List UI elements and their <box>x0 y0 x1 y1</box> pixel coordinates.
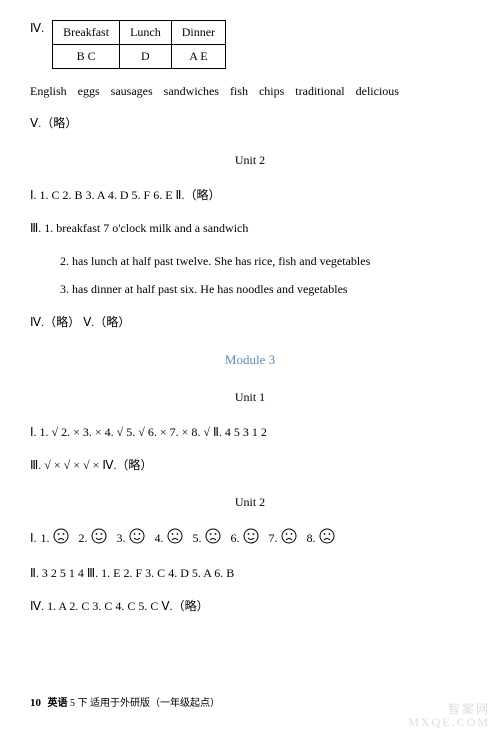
face-number: 7. <box>269 530 278 547</box>
sad-face-icon <box>281 528 297 549</box>
page-footer: 10 英语 5 下 适用于外研版（一年级起点） <box>30 696 220 711</box>
face-number: 3. <box>117 530 126 547</box>
unit1-title: Unit 1 <box>30 389 470 406</box>
cell-dinner: A E <box>171 44 225 68</box>
table-row: Breakfast Lunch Dinner <box>53 21 226 45</box>
footer-note: 5 下 适用于外研版（一年级起点） <box>70 698 220 709</box>
unit2-section-iii-3: 3. has dinner at half past six. He has n… <box>30 281 470 298</box>
face-item: 1. <box>41 528 69 549</box>
sad-face-icon <box>167 528 183 549</box>
m3u1-section-iii: Ⅲ. √ × √ × √ × Ⅳ.（略） <box>30 457 470 474</box>
face-number: 2. <box>79 530 88 547</box>
happy-face-icon <box>91 528 107 549</box>
unit2-title: Unit 2 <box>30 152 470 169</box>
section-iv-label: Ⅳ. <box>30 20 44 37</box>
face-item: 6. <box>231 528 259 549</box>
unit2-section-iii-1: Ⅲ. 1. breakfast 7 o'clock milk and a san… <box>30 220 470 237</box>
table-row: B C D A E <box>53 44 226 68</box>
unit2-title-2: Unit 2 <box>30 494 470 511</box>
cell-lunch: D <box>120 44 172 68</box>
m3u2-section-ii: Ⅱ. 3 2 5 1 4 Ⅲ. 1. E 2. F 3. C 4. D 5. A… <box>30 565 470 582</box>
header-dinner: Dinner <box>171 21 225 45</box>
sad-face-icon <box>319 528 335 549</box>
meals-table: Breakfast Lunch Dinner B C D A E <box>52 20 226 69</box>
happy-face-icon <box>129 528 145 549</box>
vocab-words: English eggs sausages sandwiches fish ch… <box>30 83 470 100</box>
section-iv-v-omit: Ⅳ.（略） Ⅴ.（略） <box>30 314 470 331</box>
m3u1-section-i: Ⅰ. 1. √ 2. × 3. × 4. √ 5. √ 6. × 7. × 8.… <box>30 424 470 441</box>
unit2-section-iii-2: 2. has lunch at half past twelve. She ha… <box>30 253 470 270</box>
face-item: 8. <box>307 528 335 549</box>
page-number: 10 <box>30 697 41 709</box>
face-number: 4. <box>155 530 164 547</box>
section-v-omit: Ⅴ.（略） <box>30 115 470 132</box>
watermark-line2: MXQE.COM <box>408 716 490 729</box>
watermark: 智案网 MXQE.COM <box>408 703 490 729</box>
cell-breakfast: B C <box>53 44 120 68</box>
happy-face-icon <box>243 528 259 549</box>
m3u2-section-iv: Ⅳ. 1. A 2. C 3. C 4. C 5. C Ⅴ.（略） <box>30 598 470 615</box>
face-number: 1. <box>41 530 50 547</box>
footer-subject: 英语 <box>48 698 68 709</box>
face-item: 2. <box>79 528 107 549</box>
header-lunch: Lunch <box>120 21 172 45</box>
sad-face-icon <box>53 528 69 549</box>
watermark-line1: 智案网 <box>408 703 490 716</box>
unit2-section-i-answers: Ⅰ. 1. C 2. B 3. A 4. D 5. F 6. E Ⅱ.（略） <box>30 187 470 204</box>
face-item: 5. <box>193 528 221 549</box>
module3-title: Module 3 <box>30 351 470 369</box>
sad-face-icon <box>205 528 221 549</box>
face-item: 4. <box>155 528 183 549</box>
face-number: 6. <box>231 530 240 547</box>
face-item: 7. <box>269 528 297 549</box>
face-number: 5. <box>193 530 202 547</box>
face-item: 3. <box>117 528 145 549</box>
face-answer-row: Ⅰ. 1. 2. 3. 4. 5. 6. 7. 8. <box>30 528 470 549</box>
face-number: 8. <box>307 530 316 547</box>
header-breakfast: Breakfast <box>53 21 120 45</box>
face-row-label: Ⅰ. <box>30 530 37 547</box>
